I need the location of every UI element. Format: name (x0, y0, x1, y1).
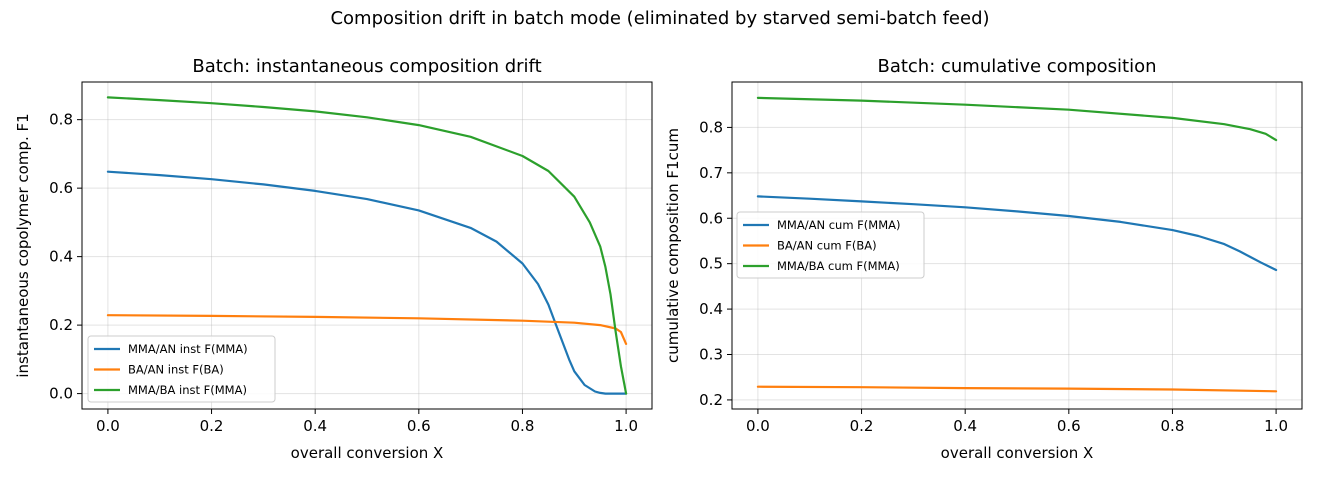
x-tick-label: 0.8 (1161, 417, 1185, 435)
y-tick-label: 0.4 (49, 248, 73, 266)
y-tick-label: 0.8 (699, 118, 723, 136)
series-line-1 (756, 195, 1278, 272)
y-tick-label: 0.4 (699, 300, 723, 318)
legend-box (736, 211, 925, 279)
x-tick-label: 0.0 (96, 417, 120, 435)
series-group (756, 96, 1278, 393)
legend: MMA/AN cum F(MMA) BA/AN cum F(BA) MMA/BA c… (736, 211, 925, 279)
series-line-2 (106, 314, 628, 345)
legend-label: BA/AN inst F(BA) (128, 363, 224, 377)
chart-title: Batch: instantaneous composition drift (192, 56, 541, 77)
y-tick-label: 0.7 (699, 164, 723, 182)
y-tick-label: 0.8 (49, 111, 73, 129)
x-tick-label: 1.0 (614, 417, 638, 435)
y-tick-label: 0.5 (699, 255, 723, 273)
x-axis-label: overall conversion X (291, 444, 444, 462)
x-tick-label: 0.6 (1057, 417, 1081, 435)
x-tick-label: 0.2 (850, 417, 874, 435)
legend: MMA/AN inst F(MMA) BA/AN inst F(BA) MMA/BA… (87, 335, 276, 403)
series-line-2 (756, 385, 1278, 393)
series-line-3 (756, 96, 1278, 142)
y-tick-label: 0.2 (49, 316, 73, 334)
series-group (106, 96, 628, 395)
figure-suptitle: Composition drift in batch mode (elimina… (330, 8, 989, 29)
x-tick-label: 0.0 (746, 417, 770, 435)
legend-box (87, 335, 276, 403)
y-axis-label: instantaneous copolymer comp. F1 (14, 113, 32, 377)
x-tick-label: 0.6 (407, 417, 431, 435)
y-tick-label: 0.6 (49, 179, 73, 197)
chart-panel-cumulative: 0.0 0.2 0.4 0.6 0.8 1.0 0.2 0.3 0.4 0.5 0.6 0.7 0.8 B… (664, 56, 1303, 462)
x-tick-label: 1.0 (1264, 417, 1288, 435)
x-axis-label: overall conversion X (941, 444, 1094, 462)
legend-label: MMA/BA inst F(MMA) (128, 383, 247, 397)
y-tick-label: 0.0 (49, 385, 73, 403)
y-axis-label: cumulative composition F1cum (664, 128, 682, 363)
chart-title: Batch: cumulative composition (877, 56, 1156, 77)
y-tick-label: 0.6 (699, 209, 723, 227)
x-tick-label: 0.2 (200, 417, 224, 435)
legend-label: MMA/AN inst F(MMA) (128, 342, 248, 356)
x-tick-label: 0.4 (303, 417, 327, 435)
axes-frame (81, 81, 653, 410)
legend-label: MMA/AN cum F(MMA) (777, 218, 900, 232)
series-line-1 (106, 170, 628, 395)
x-tick-label: 0.4 (953, 417, 977, 435)
series-line-3 (106, 96, 628, 395)
y-tick-label: 0.2 (699, 391, 723, 409)
legend-label: MMA/BA cum F(MMA) (777, 259, 900, 273)
x-tick-label: 0.8 (511, 417, 535, 435)
y-tick-label: 0.3 (699, 346, 723, 364)
axes-frame (731, 81, 1303, 410)
legend-label: BA/AN cum F(BA) (777, 239, 877, 253)
chart-panel-instantaneous: 0.0 0.2 0.4 0.6 0.8 1.0 0.0 0.2 0.4 0.6 0.8 Batch: … (14, 56, 653, 462)
